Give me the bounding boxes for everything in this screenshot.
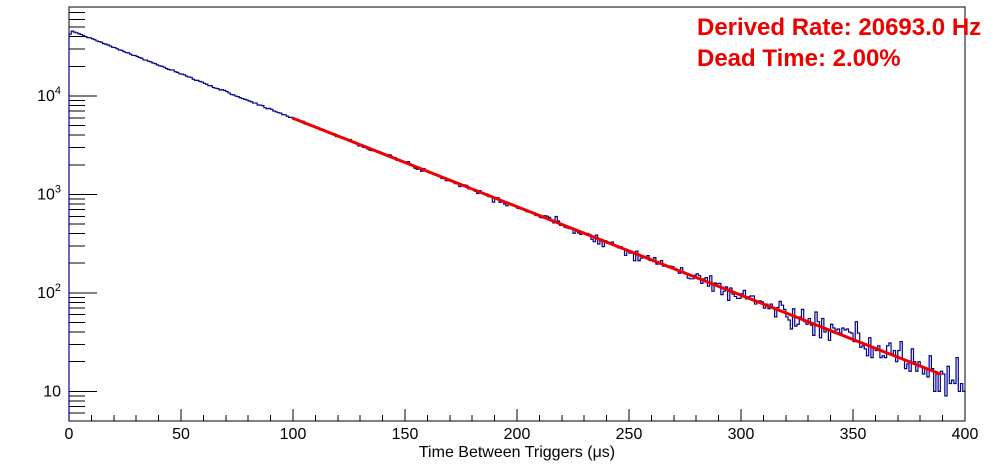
x-tick-label: 350 — [840, 426, 867, 443]
derived-rate-text: Derived Rate: 20693.0 Hz — [697, 14, 982, 41]
y-tick-label: 103 — [37, 183, 61, 203]
x-tick-label: 300 — [728, 426, 755, 443]
histogram-series — [68, 30, 965, 421]
y-tick-label: 10 — [43, 383, 61, 400]
y-tick-label: 102 — [37, 282, 61, 302]
x-tick-label: 200 — [504, 426, 531, 443]
y-tick-label: 104 — [37, 85, 61, 105]
fit-line — [291, 116, 942, 376]
dead-time-text: Dead Time: 2.00% — [697, 45, 901, 72]
x-tick-labels: 0 50 100 150 200 250 300 350 400 — [65, 426, 979, 443]
axis-ticks — [68, 6, 966, 422]
x-tick-label: 0 — [65, 426, 74, 443]
x-tick-label: 100 — [280, 426, 307, 443]
x-axis-title: Time Between Triggers (μs) — [418, 444, 616, 461]
stats-annotation: Derived Rate: 20693.0 Hz Dead Time: 2.00… — [697, 12, 981, 74]
x-tick-label: 150 — [392, 426, 419, 443]
y-tick-labels: 10 102 103 104 — [37, 85, 61, 400]
x-tick-label: 400 — [952, 426, 979, 443]
x-tick-label: 250 — [616, 426, 643, 443]
x-tick-label: 50 — [172, 426, 190, 443]
